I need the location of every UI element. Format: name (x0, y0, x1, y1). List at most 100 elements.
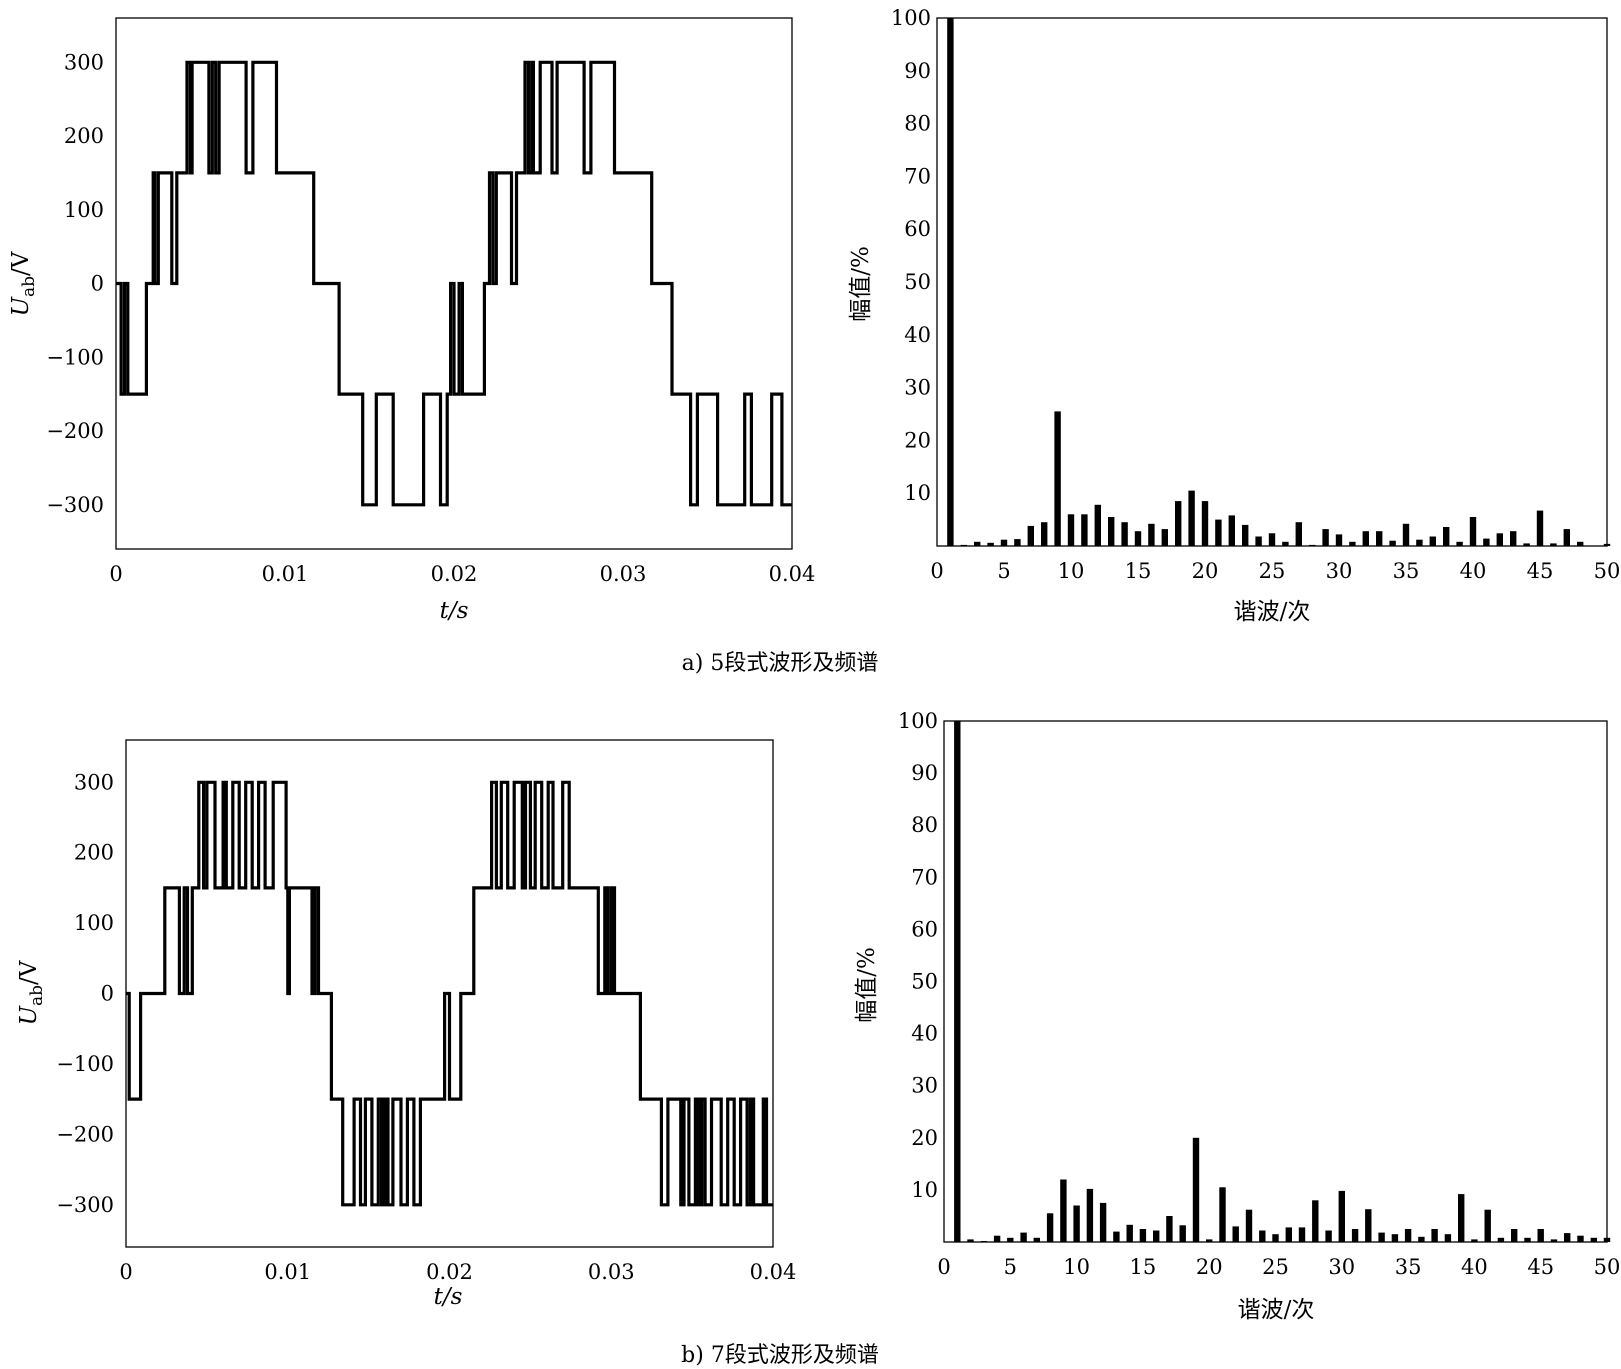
spectrum-bar (1285, 1227, 1292, 1242)
x-tick-label: 0.01 (264, 1260, 311, 1284)
spectrum-bar (1027, 525, 1034, 546)
x-tick-label: 10 (1063, 1255, 1090, 1279)
spectrum-bar (1153, 1230, 1160, 1242)
spectrum-bar (1577, 1235, 1584, 1242)
spectrum-bar (1376, 531, 1383, 546)
spectrum-bar (1362, 531, 1369, 546)
spectrum-bar (1523, 543, 1530, 546)
y-tick-label: 60 (911, 917, 938, 941)
y-tick-label: 50 (911, 970, 938, 994)
spectrum-bar (1351, 1229, 1359, 1242)
spectrum-bar (1469, 517, 1477, 546)
x-tick-label: 0 (109, 562, 122, 586)
spectrum-bar (967, 1239, 974, 1242)
y-tick-label: 90 (904, 59, 931, 83)
spectrum-bar (1550, 1239, 1558, 1242)
x-tick-label: 40 (1461, 1255, 1488, 1279)
spectrum-bar (1378, 1232, 1385, 1242)
spectrum-bar (1335, 534, 1343, 546)
y-tick-label: 70 (911, 865, 938, 889)
spectrum-bar (1014, 539, 1021, 546)
spectrum-bar (1483, 538, 1490, 546)
spectrum-bar (1219, 1187, 1226, 1242)
spectrum-bar (1444, 1234, 1452, 1242)
x-tick-label: 0 (937, 1255, 950, 1279)
panel-a-waveform: 0 0.01 0.02 0.03 0.04 300 200 100 0 −100 −200 −300… (8, 17, 815, 624)
spectrum-bar (1073, 1205, 1080, 1242)
x-axis-label: t/s (434, 1284, 463, 1310)
panel-a-spectrum: 0 5 10 15 20 25 30 35 40 45 50 1020304050607080901… (848, 6, 1620, 625)
x-tick-label: 40 (1460, 559, 1487, 583)
spectrum-bar (1309, 544, 1316, 546)
spectrum-bar (1577, 541, 1584, 546)
spectrum-bar (1041, 522, 1048, 546)
y-tick-label: −300 (46, 493, 104, 517)
y-tick-label: 20 (911, 1126, 938, 1150)
spectrum-bar (1458, 1194, 1465, 1242)
spectrum-bar (1242, 524, 1249, 546)
spectrum-bar (1429, 536, 1436, 546)
spectrum-bar (1402, 523, 1410, 546)
x-tick-label: 25 (1262, 1255, 1289, 1279)
y-tick-label: −100 (56, 1052, 114, 1076)
bar-group (947, 18, 1611, 547)
spectrum-bar (1536, 510, 1544, 546)
x-axis-label: t/s (440, 598, 469, 624)
spectrum-bar (1215, 519, 1222, 546)
y-tick-label: 40 (911, 1022, 938, 1046)
spectrum-bar (1282, 541, 1289, 546)
spectrum-bar (993, 1235, 1001, 1242)
spectrum-bar (1389, 540, 1396, 546)
caption-a: a) 5段式波形及频谱 (682, 651, 879, 676)
spectrum-bar (1175, 501, 1182, 546)
spectrum-bar (1550, 543, 1557, 546)
spectrum-bar (1349, 541, 1356, 546)
x-tick-label: 45 (1527, 559, 1554, 583)
y-tick-label: 90 (911, 761, 938, 785)
spectrum-bar (1245, 1209, 1253, 1242)
spectrum-bar (1564, 1233, 1571, 1242)
spectrum-bar (1179, 1225, 1186, 1242)
spectrum-bar (1510, 531, 1517, 546)
x-axis-label: 谐波/次 (1238, 1297, 1315, 1323)
spectrum-bar (1259, 1230, 1266, 1242)
x-tick-labels: 0 5 10 15 20 25 30 35 40 45 50 (937, 1255, 1620, 1279)
y-tick-label: −100 (46, 345, 104, 369)
spectrum-bar (1232, 1226, 1239, 1242)
spectrum-bar (1126, 1224, 1133, 1242)
x-tick-label: 15 (1130, 1255, 1157, 1279)
x-tick-label: 20 (1192, 559, 1219, 583)
spectrum-bar (1563, 529, 1570, 546)
x-tick-label: 25 (1259, 559, 1286, 583)
spectrum-bar (1099, 1202, 1107, 1242)
spectrum-bar (1033, 1237, 1040, 1242)
y-tick-label: 0 (101, 982, 114, 1006)
y-tick-label: −200 (56, 1122, 114, 1146)
spectrum-bar (1268, 533, 1276, 546)
spectrum-bar (1511, 1229, 1518, 1242)
x-tick-label: 45 (1527, 1255, 1554, 1279)
spectrum-bar (1391, 1234, 1399, 1242)
y-tick-label: 200 (74, 841, 114, 865)
spectrum-bar (960, 544, 967, 546)
spectrum-bar (1148, 523, 1155, 546)
x-tick-label: 35 (1395, 1255, 1422, 1279)
spectrum-bar (1537, 1229, 1544, 1242)
plot-frame (943, 720, 1608, 1243)
spectrum-bar (1134, 531, 1142, 546)
spectrum-bar (1161, 529, 1168, 546)
spectrum-bar (1046, 1213, 1054, 1242)
spectrum-bar (1020, 1232, 1027, 1242)
y-tick-label: −300 (56, 1193, 114, 1217)
spectrum-bar (1590, 545, 1597, 547)
spectrum-bar (1312, 1200, 1319, 1242)
spectrum-bar (980, 1241, 987, 1242)
x-tick-label: 10 (1058, 559, 1085, 583)
spectrum-bar (1166, 1216, 1173, 1242)
spectrum-bar (1298, 1227, 1306, 1242)
spectrum-bar (1255, 536, 1262, 546)
y-tick-label: 30 (911, 1074, 938, 1098)
y-tick-label: 100 (891, 6, 931, 30)
spectrum-bar (1086, 1188, 1094, 1242)
